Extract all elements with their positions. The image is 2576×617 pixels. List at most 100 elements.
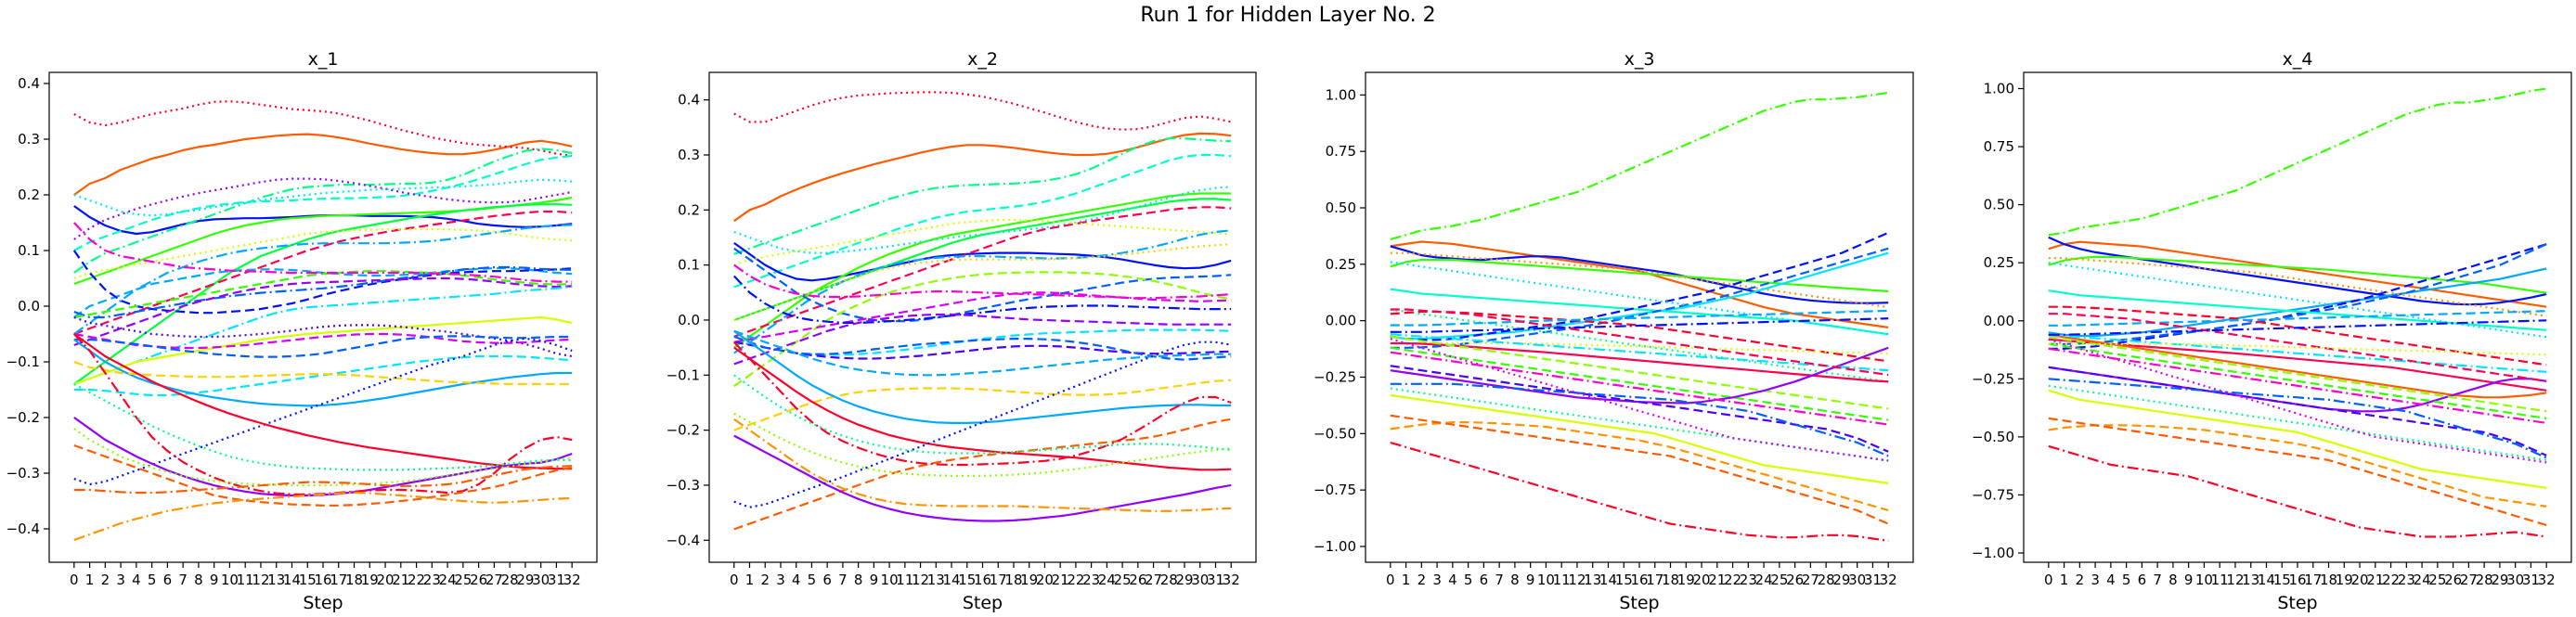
series-line-23 <box>73 354 573 397</box>
axes-frame <box>1365 71 1914 563</box>
subplot-title: x_2 <box>967 49 998 70</box>
series-line-27 <box>1390 351 1889 426</box>
subplot-4: −1.00 −0.75 −0.50 −0.25 0.00 0.25 0.50 0.75 1.00… <box>1972 49 2572 613</box>
x-tick-label: 17 <box>1646 572 1663 588</box>
x-tick-label: 6 <box>163 572 173 588</box>
series-line-10 <box>733 218 1232 266</box>
series-line-21 <box>1390 387 1889 462</box>
series-line-6 <box>73 177 573 240</box>
x-tick-label: 24 <box>1755 572 1773 588</box>
x-tick-label: 25 <box>454 572 472 588</box>
x-tick-label: 5 <box>2122 572 2131 588</box>
series-line-8 <box>1390 231 1889 341</box>
series-line-4 <box>733 153 1232 289</box>
y-tick-label: 0.0 <box>678 312 700 328</box>
x-tick-label: 22 <box>2382 572 2400 588</box>
series-line-17 <box>2048 342 2547 419</box>
series-line-27 <box>73 333 573 470</box>
x-tick-label: 10 <box>2195 572 2213 588</box>
x-tick-label: 22 <box>1724 572 1741 588</box>
x-tick-label: 31 <box>548 572 565 588</box>
x-tick-label: 26 <box>1129 572 1146 588</box>
x-tick-label: 11 <box>2211 572 2229 588</box>
y-tick-label: −0.3 <box>6 465 40 482</box>
y-tick-label: 0.50 <box>1326 199 1356 216</box>
series-line-28 <box>2048 313 2547 382</box>
series-line-9 <box>1390 247 1889 349</box>
x-tick-label: 7 <box>178 572 188 588</box>
series-line-15 <box>1390 341 1889 383</box>
series-line-9 <box>73 203 573 385</box>
x-tick-label: 27 <box>1802 572 1819 588</box>
x-tick-label: 12 <box>1568 572 1586 588</box>
x-tick-label: 3 <box>116 572 125 588</box>
y-tick-label: −0.4 <box>6 521 40 537</box>
x-tick-label: 2 <box>2076 572 2085 588</box>
series-line-9 <box>733 206 1232 338</box>
series-line-20 <box>733 335 1232 361</box>
x-tick-label: 12 <box>252 572 269 588</box>
series-line-13 <box>2048 338 2547 392</box>
series-line-13 <box>733 247 1232 323</box>
series-line-17 <box>73 276 573 347</box>
x-tick-label: 15 <box>2273 572 2291 588</box>
x-tick-label: 21 <box>1708 572 1726 588</box>
y-tick-label: −1.00 <box>1972 545 2014 561</box>
series-line-29 <box>72 333 573 495</box>
series-line-3 <box>73 205 573 236</box>
x-tick-label: 29 <box>1175 572 1193 588</box>
x-tick-label: 11 <box>1553 572 1571 588</box>
series-line-5 <box>733 242 1232 282</box>
series-line-32 <box>733 264 1232 300</box>
series-line-11 <box>733 229 1232 354</box>
x-tick-label: 10 <box>1537 572 1555 588</box>
x-tick-label: 22 <box>408 572 425 588</box>
x-tick-label: 12 <box>2226 572 2244 588</box>
x-tick-label: 23 <box>1082 572 1100 588</box>
series-line-21 <box>73 332 573 350</box>
series-line-24 <box>1390 414 1889 525</box>
series-line-7 <box>2048 243 2547 345</box>
series-line-3 <box>733 137 1232 255</box>
series-line-27 <box>2048 333 2547 373</box>
y-tick-label: −0.2 <box>6 409 40 426</box>
y-tick-label: 0.25 <box>1984 254 2014 271</box>
y-tick-label: 0.4 <box>18 75 40 92</box>
series-group <box>732 91 1232 531</box>
subplot-2: −0.4−0.3−0.2−0.10.00.10.20.30.40 1 2 3 4 5 6 7 8… <box>667 49 1257 613</box>
x-tick-label: 11 <box>896 572 913 588</box>
series-line-22 <box>733 379 1232 431</box>
subplot-title: x_4 <box>2283 49 2313 70</box>
series-line-22 <box>2048 424 2547 508</box>
x-tick-label: 9 <box>870 572 879 588</box>
y-tick-label: 1.00 <box>1326 86 1356 103</box>
series-line-21 <box>2048 389 2547 489</box>
y-tick-label: 0.00 <box>1984 313 2014 329</box>
x-tick-label: 26 <box>2444 572 2462 588</box>
x-tick-label: 0 <box>1386 572 1395 588</box>
series-line-22 <box>73 335 573 358</box>
x-tick-label: 30 <box>1848 572 1866 588</box>
series-group <box>1390 91 1889 542</box>
y-tick-label: −0.75 <box>1972 486 2014 503</box>
series-line-28 <box>1390 333 1889 372</box>
x-tick-label: 7 <box>1495 572 1504 588</box>
y-tick-label: 0.50 <box>1984 197 2014 213</box>
x-axis-label: Step <box>1619 593 1659 613</box>
series-line-19 <box>2048 378 2547 459</box>
x-tick-label: 16 <box>1630 572 1648 588</box>
y-tick-label: 1.00 <box>1984 81 2014 97</box>
y-tick-label: −0.4 <box>667 532 700 548</box>
y-tick-label: −0.25 <box>1972 370 2014 387</box>
y-tick-label: −0.25 <box>1314 368 1356 385</box>
x-tick-label: 15 <box>958 572 976 588</box>
x-tick-label: 26 <box>1786 572 1804 588</box>
x-tick-label: 2 <box>760 572 770 588</box>
x-tick-label: 19 <box>2336 572 2353 588</box>
series-line-4 <box>73 148 573 274</box>
series-line-33 <box>73 465 573 495</box>
series-line-1 <box>73 133 573 196</box>
series-line-28 <box>733 341 1232 508</box>
x-tick-label: 32 <box>2538 572 2556 588</box>
